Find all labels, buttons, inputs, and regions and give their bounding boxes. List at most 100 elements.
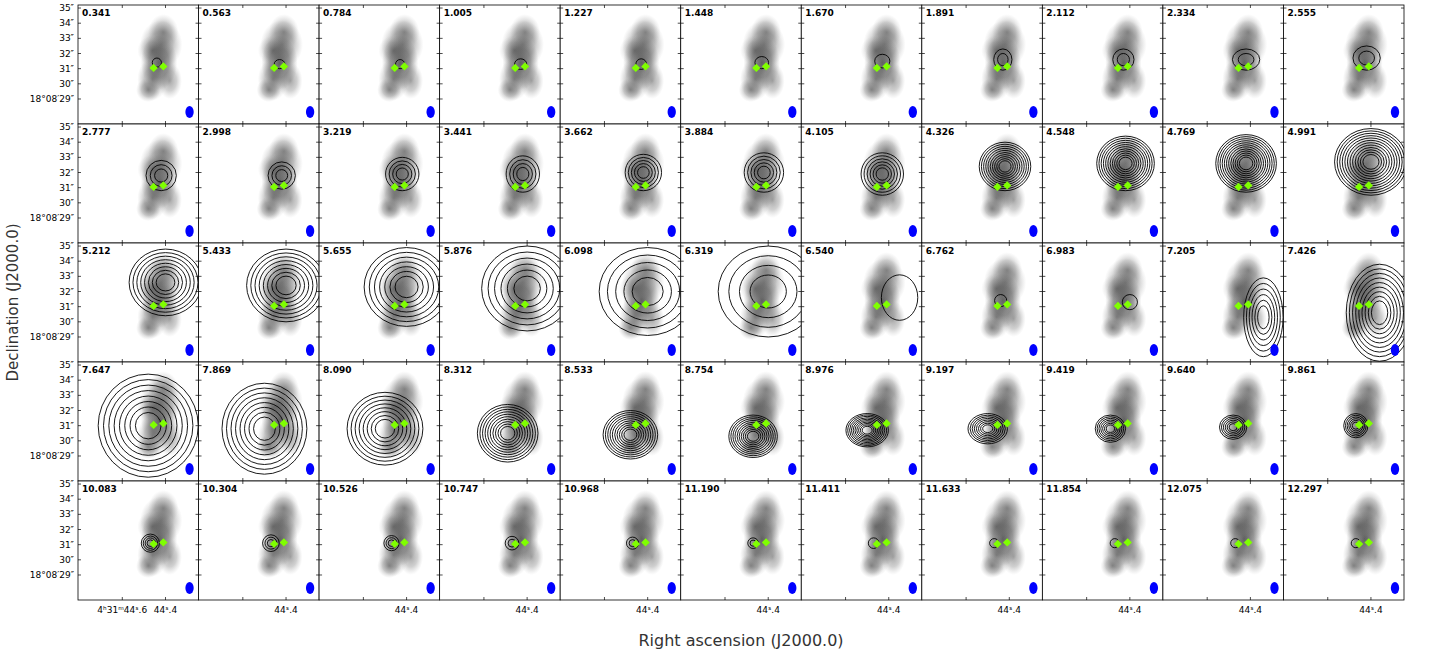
- continuum-blob: [618, 197, 642, 221]
- x-tick: [165, 362, 166, 365]
- y-tick-label: 33″: [59, 390, 74, 400]
- contour: [393, 164, 412, 183]
- contour: [1221, 417, 1244, 438]
- x-tick: [165, 597, 166, 600]
- continuum-blob: [1002, 63, 1026, 99]
- y-tick: [557, 127, 560, 128]
- source-marker: [521, 181, 529, 189]
- contour: [1358, 150, 1384, 174]
- x-tick: [888, 362, 889, 365]
- y-tick: [1280, 306, 1283, 307]
- y-tick: [798, 187, 801, 188]
- contour: [851, 418, 883, 443]
- x-tick: [483, 478, 484, 481]
- panel-frame: [560, 362, 681, 481]
- contour: [505, 536, 519, 550]
- y-tick: [316, 8, 319, 9]
- panel-frame: [922, 362, 1043, 481]
- y-tick: [798, 306, 801, 307]
- continuum-blob: [278, 63, 302, 99]
- contour: [619, 425, 641, 445]
- y-tick: [678, 440, 681, 441]
- contour: [1220, 139, 1272, 188]
- x-tick: [725, 362, 726, 365]
- y-tick-label: 35″: [59, 360, 74, 370]
- x-tick: [647, 362, 648, 365]
- y-tick: [196, 187, 199, 188]
- y-tick-label: 35″: [59, 479, 74, 489]
- y-tick: [437, 276, 440, 277]
- panel-frame: [1042, 5, 1163, 124]
- source-marker: [752, 302, 760, 310]
- continuum-blob: [981, 511, 1011, 541]
- continuum-blob: [1222, 35, 1252, 65]
- y-tick: [1160, 380, 1163, 381]
- contour: [1355, 147, 1387, 176]
- y-tick: [681, 53, 684, 54]
- x-tick: [1370, 121, 1371, 124]
- continuum-blob: [1363, 301, 1387, 337]
- channel-panel: 6.983: [1042, 243, 1163, 362]
- y-tick-label: 32″: [59, 525, 74, 535]
- y-tick: [919, 410, 922, 411]
- contour: [1115, 153, 1137, 174]
- panel-background: [78, 5, 199, 124]
- contour: [1344, 414, 1368, 438]
- x-tick: [483, 121, 484, 124]
- x-tick: [888, 359, 889, 362]
- y-tick: [1401, 455, 1404, 456]
- beam: [426, 463, 434, 475]
- y-tick: [922, 425, 925, 426]
- beam: [1150, 344, 1158, 356]
- beam: [547, 225, 555, 237]
- continuum-blob: [640, 301, 664, 337]
- contour: [739, 265, 797, 317]
- y-tick: [801, 217, 804, 218]
- source-marker: [993, 302, 1001, 310]
- y-tick: [1163, 261, 1166, 262]
- panel-frame: [199, 243, 320, 362]
- velocity-label: 1.227: [564, 8, 592, 18]
- source-marker: [1123, 300, 1131, 308]
- y-tick: [1163, 98, 1166, 99]
- x-tick: [242, 243, 243, 246]
- channel-panel: 2.334: [1163, 5, 1284, 124]
- y-tick: [560, 53, 563, 54]
- y-tick: [560, 83, 563, 84]
- y-tick: [678, 261, 681, 262]
- y-tick: [316, 544, 319, 545]
- continuum-blob: [499, 35, 529, 65]
- continuum-blob: [1342, 435, 1366, 459]
- beam: [788, 344, 796, 356]
- y-tick: [1039, 98, 1042, 99]
- continuum-blob: [760, 539, 784, 575]
- x-tick: [1370, 359, 1371, 362]
- y-tick: [199, 395, 202, 396]
- y-tick: [1163, 291, 1166, 292]
- y-tick: [437, 202, 440, 203]
- contour: [145, 263, 187, 301]
- y-tick: [1039, 23, 1042, 24]
- x-tick: [122, 240, 123, 243]
- y-tick: [919, 23, 922, 24]
- y-tick: [316, 321, 319, 322]
- panel-background: [319, 243, 440, 362]
- contour: [384, 536, 399, 551]
- beam: [185, 225, 193, 237]
- continuum-blob: [1002, 420, 1026, 456]
- y-tick: [437, 187, 440, 188]
- y-tick: [78, 276, 81, 277]
- y-tick: [78, 395, 81, 396]
- beam: [426, 225, 434, 237]
- panel-background: [1163, 243, 1284, 362]
- y-tick: [199, 217, 202, 218]
- contour: [226, 388, 302, 469]
- panel-content: [257, 133, 303, 221]
- contour: [480, 407, 535, 460]
- source-marker: [511, 183, 519, 191]
- x-tick: [1129, 478, 1130, 481]
- velocity-label: 4.326: [926, 127, 954, 137]
- y-tick: [557, 529, 560, 530]
- y-tick: [196, 38, 199, 39]
- contour: [1252, 295, 1275, 340]
